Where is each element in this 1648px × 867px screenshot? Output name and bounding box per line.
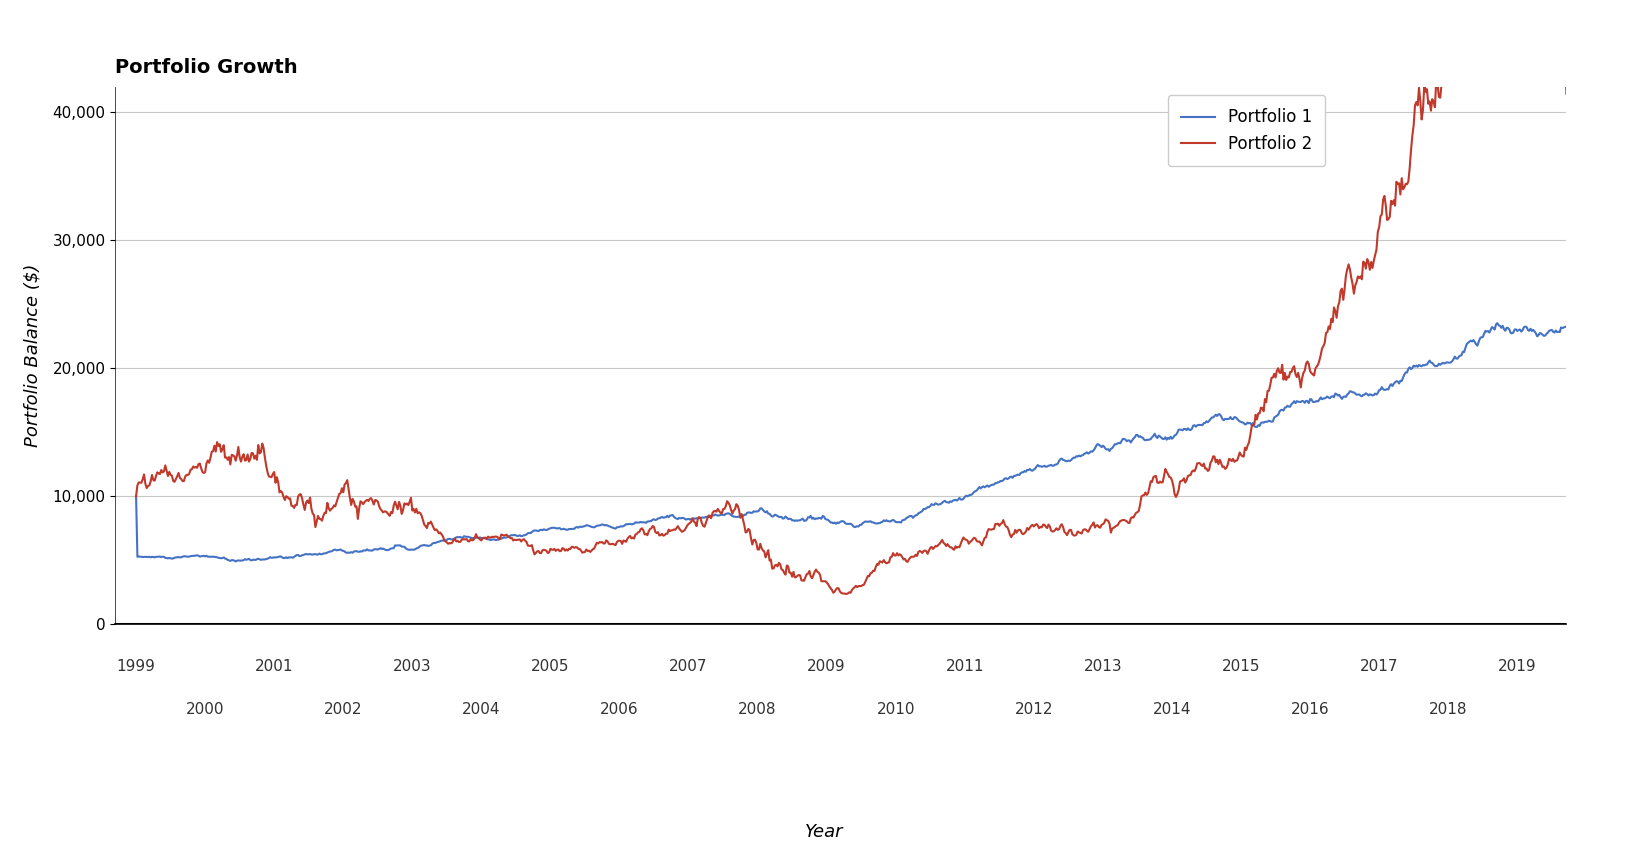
Text: 2009: 2009 [808,659,845,674]
Text: 2004: 2004 [461,702,501,717]
Text: 2005: 2005 [531,659,570,674]
Text: 2006: 2006 [600,702,639,717]
Text: 2002: 2002 [325,702,363,717]
Text: 2007: 2007 [669,659,707,674]
Portfolio 1 [738,507,758,518]
Text: 2001: 2001 [255,659,293,674]
Text: 2018: 2018 [1429,702,1467,717]
Text: 1999: 1999 [117,659,155,674]
Portfolio 1 [1575,312,1595,323]
Text: Year: Year [804,824,844,841]
Portfolio 1 [1419,357,1439,368]
Portfolio 2 [817,579,837,590]
Text: 2016: 2016 [1290,702,1330,717]
Portfolio 1 [516,529,536,539]
Portfolio 2 [1419,99,1439,109]
Text: 2010: 2010 [877,702,915,717]
Line: Portfolio 1: Portfolio 1 [137,317,1585,562]
Portfolio 2 [839,588,859,598]
Portfolio 2 [127,491,147,501]
Legend: Portfolio 1, Portfolio 2: Portfolio 1, Portfolio 2 [1168,95,1325,166]
Text: 2015: 2015 [1221,659,1261,674]
Portfolio 1 [226,557,246,567]
Line: Portfolio 2: Portfolio 2 [137,0,1585,594]
Portfolio 2 [837,589,857,599]
Text: Portfolio Growth: Portfolio Growth [115,58,298,77]
Text: 2008: 2008 [738,702,776,717]
Text: 2019: 2019 [1498,659,1536,674]
Text: 2017: 2017 [1360,659,1399,674]
Text: 2003: 2003 [392,659,432,674]
Portfolio 2 [516,536,536,546]
Portfolio 1 [127,491,147,501]
Y-axis label: Portfolio Balance ($): Portfolio Balance ($) [23,264,41,447]
Portfolio 1 [819,516,839,526]
Text: 2012: 2012 [1015,702,1053,717]
Text: 2014: 2014 [1152,702,1192,717]
Portfolio 2 [737,526,756,537]
Portfolio 1 [839,518,859,529]
Text: 2011: 2011 [946,659,984,674]
Portfolio 2 [1575,146,1595,156]
Text: 2013: 2013 [1084,659,1122,674]
Text: 2000: 2000 [186,702,224,717]
Portfolio 1 [1495,324,1515,335]
